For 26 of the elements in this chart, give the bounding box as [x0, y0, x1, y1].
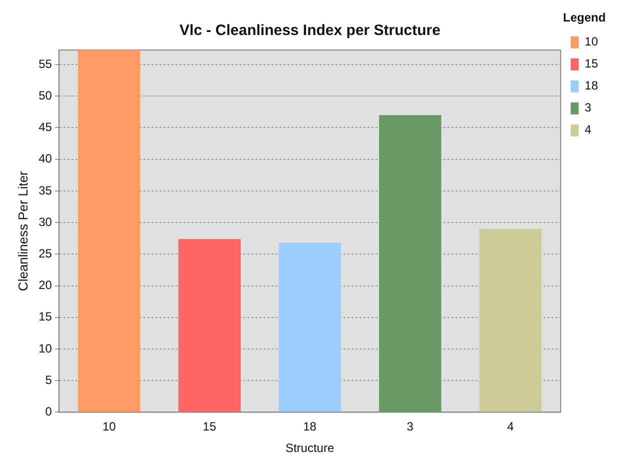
legend-label: 4 — [584, 122, 592, 137]
legend-label: 18 — [584, 78, 598, 93]
y-tick-label: 25 — [38, 246, 52, 260]
y-tick-label: 10 — [38, 341, 52, 356]
x-axis-title: Structure — [285, 441, 334, 456]
y-tick-label: 5 — [45, 372, 52, 387]
y-tick-label: 50 — [38, 88, 52, 102]
y-tick-label: 55 — [38, 56, 52, 71]
y-tick-label: 15 — [38, 310, 52, 324]
x-tick-label: 4 — [507, 420, 514, 434]
y-tick-label: 40 — [38, 152, 52, 166]
chart-title: Vlc - Cleanliness Index per Structure — [180, 22, 440, 40]
legend-label: 3 — [584, 100, 592, 115]
x-tick-label: 10 — [102, 420, 116, 434]
y-axis-title: Cleanliness Per Liter — [15, 170, 30, 292]
y-tick-label: 35 — [38, 183, 52, 198]
x-tick-label: 3 — [406, 420, 414, 434]
y-tick-label: 45 — [38, 120, 52, 134]
legend-label: 10 — [584, 34, 598, 49]
x-tick-label: 18 — [303, 420, 317, 434]
x-tick-label: 15 — [202, 420, 216, 434]
legend-title: Legend — [562, 10, 606, 24]
y-tick-label: 0 — [45, 404, 52, 419]
legend-label: 15 — [584, 56, 598, 71]
y-tick-label: 30 — [38, 214, 52, 229]
y-tick-label: 20 — [38, 278, 52, 292]
